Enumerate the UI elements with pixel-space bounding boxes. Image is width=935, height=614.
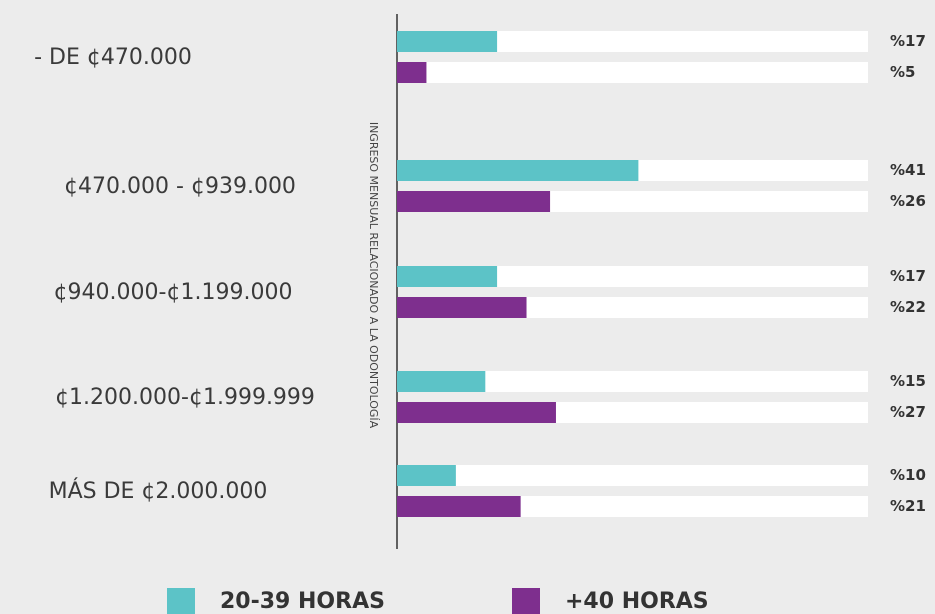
bar [397,297,527,318]
value-label: %5 [890,63,915,81]
bar-track [397,465,868,486]
bar [397,160,639,181]
bar-track [397,31,868,52]
category-label: MÁS DE ¢2.000.000 [49,478,268,504]
value-label: %22 [890,298,926,316]
bar [397,465,456,486]
bar [397,62,427,83]
y-axis-label: INGRESO MENSUAL RELACIONADO A LA ODONTOL… [367,122,380,429]
value-label: %26 [890,192,926,210]
bar [397,266,498,287]
bar [397,191,551,212]
bar-track [397,62,868,83]
category-label: ¢940.000-¢1.199.000 [54,280,293,305]
bar-track [397,371,868,392]
category-label: ¢470.000 - ¢939.000 [64,174,296,199]
value-label: %21 [890,497,926,515]
legend-label: 20-39 HORAS [220,589,385,614]
value-label: %17 [890,267,926,285]
legend-label: +40 HORAS [565,589,709,614]
bar [397,31,498,52]
value-label: %41 [890,161,926,179]
value-label: %17 [890,32,926,50]
category-label: ¢1.200.000-¢1.999.999 [55,385,315,410]
bar-track [397,266,868,287]
category-label: - DE ¢470.000 [34,45,192,70]
legend-swatch [512,588,540,614]
value-label: %10 [890,466,926,484]
legend-swatch [167,588,195,614]
value-label: %15 [890,372,926,390]
bar [397,371,486,392]
bar [397,496,521,517]
bar [397,402,556,423]
value-label: %27 [890,403,926,421]
